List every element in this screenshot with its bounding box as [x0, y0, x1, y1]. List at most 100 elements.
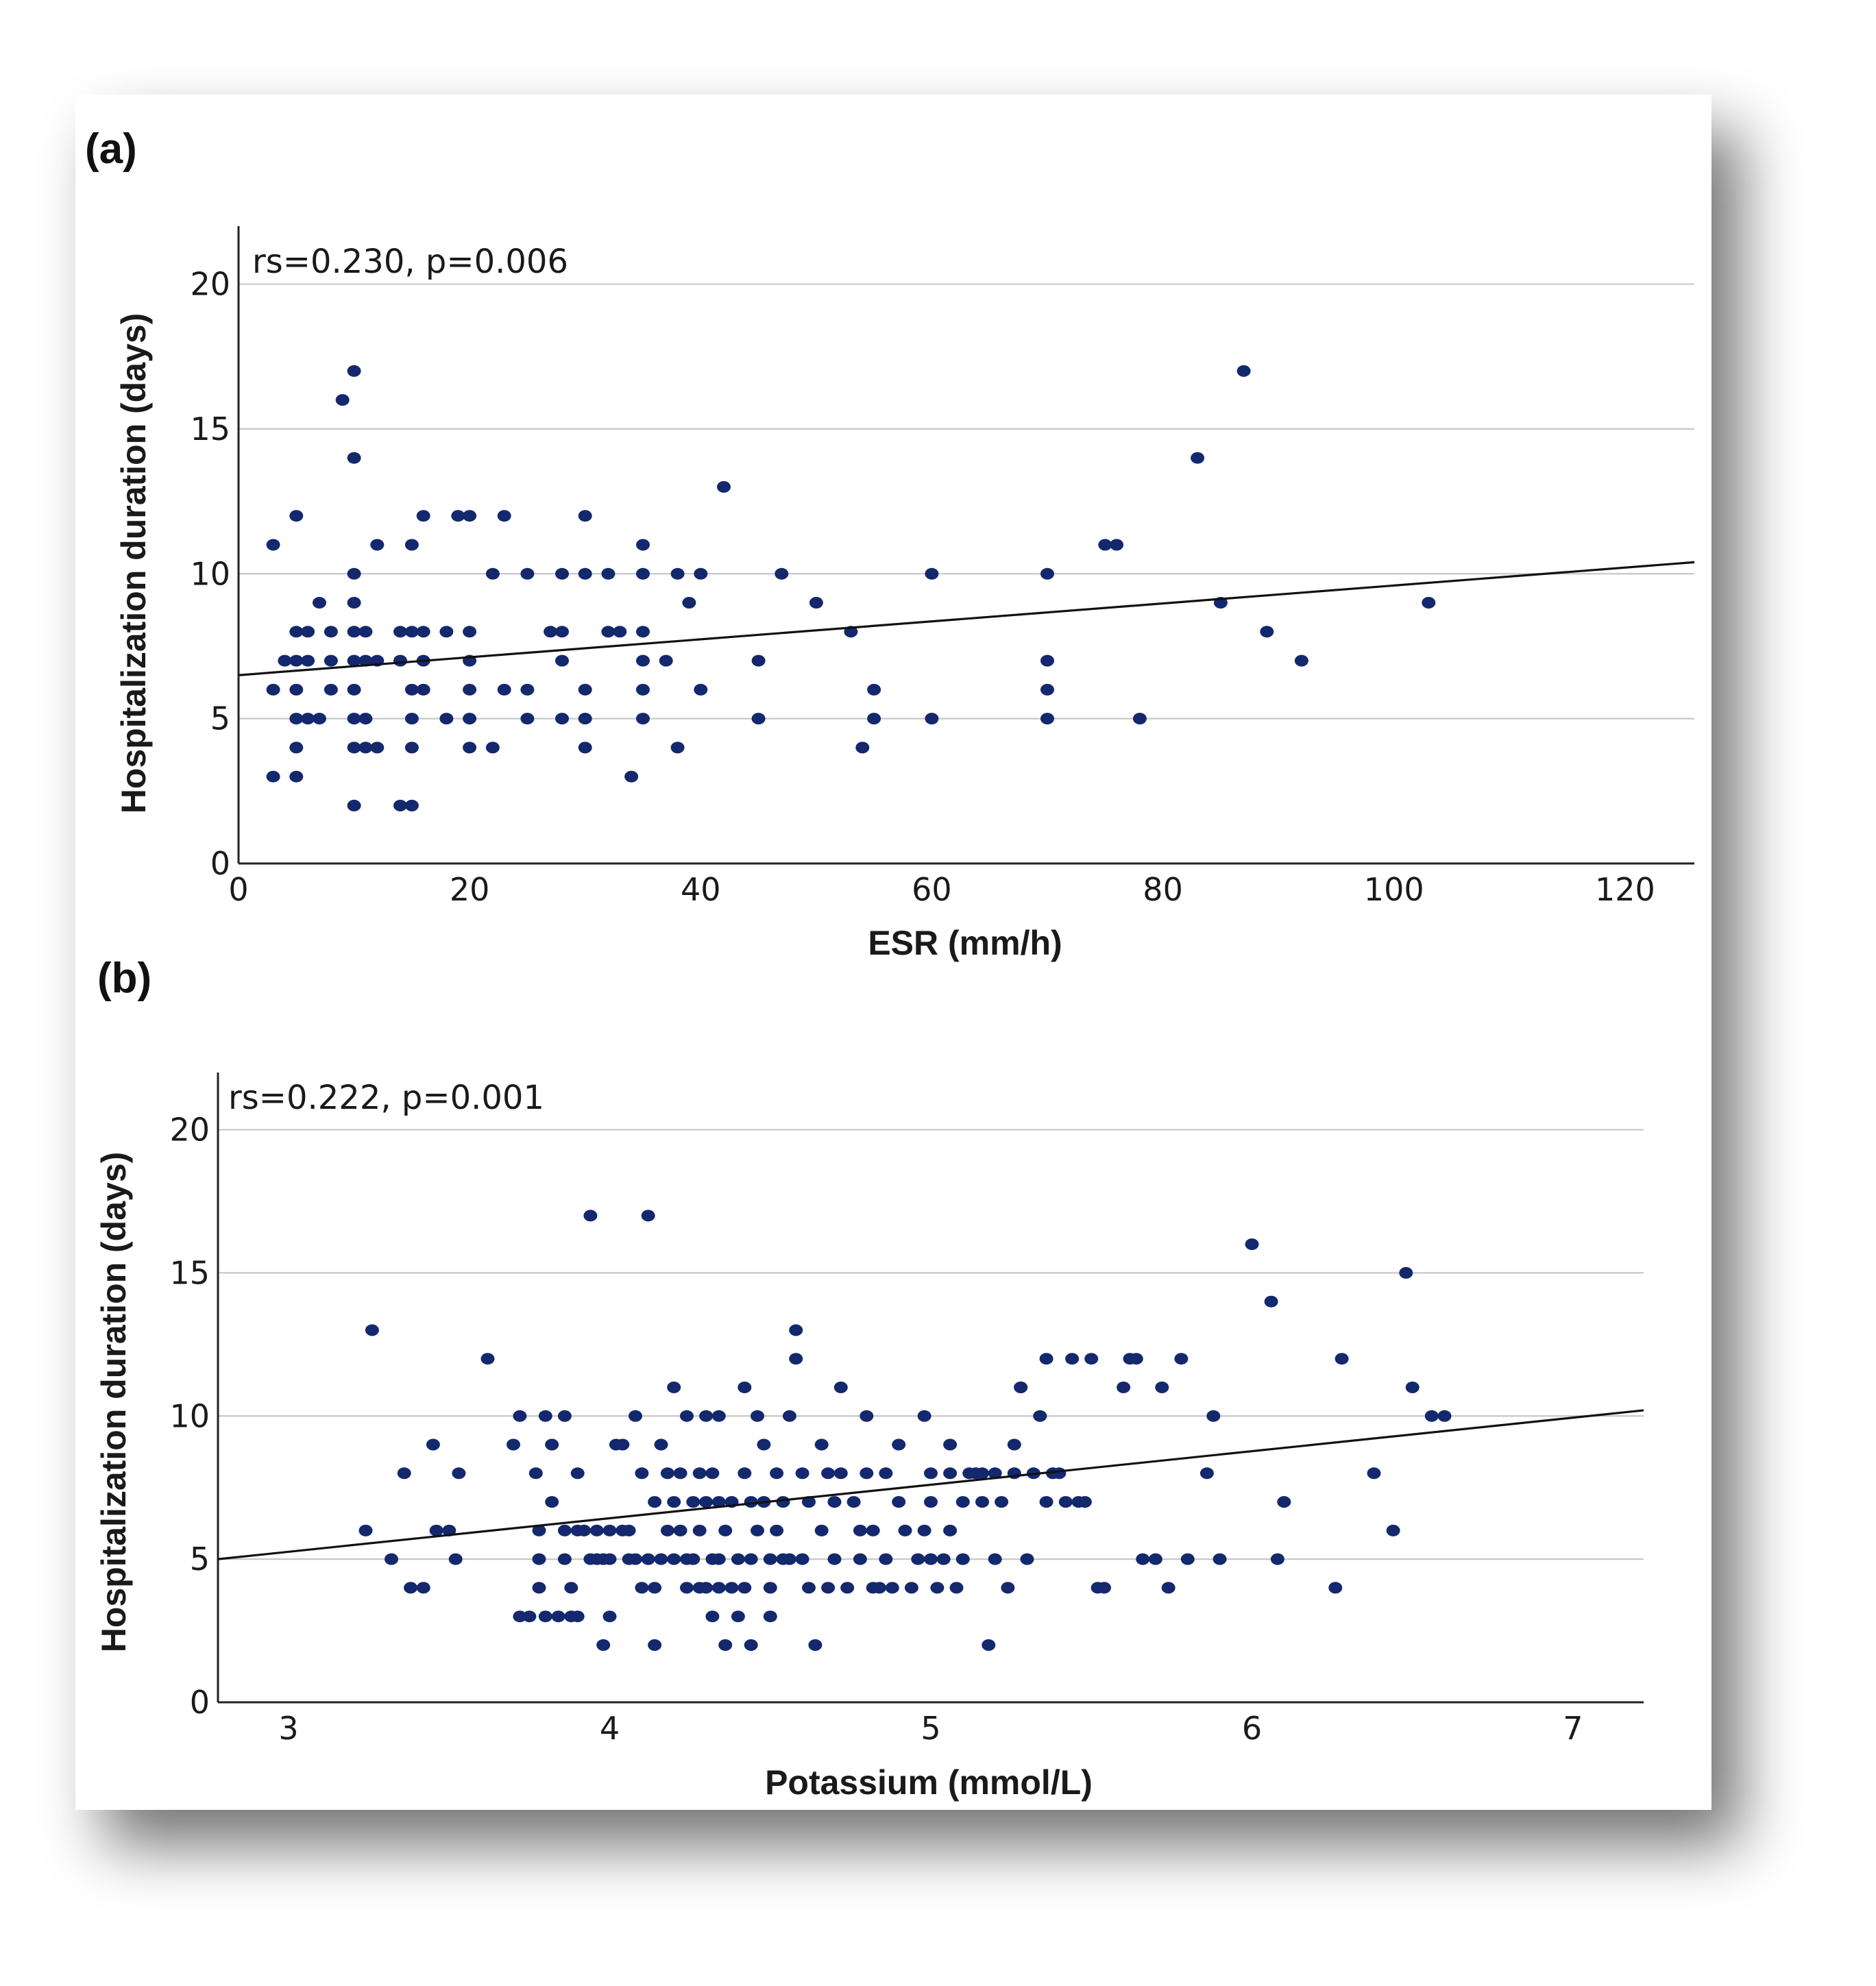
panel-b-data-point: [1097, 1582, 1111, 1594]
panel-a-data-point: [555, 626, 569, 638]
panel-a-data-point: [439, 713, 454, 725]
panel-a-annotation: rs=0.230, p=0.006: [252, 243, 568, 281]
panel-a-data-point: [636, 567, 650, 580]
panel-b-data-point: [404, 1582, 418, 1594]
panel-b-data-point: [744, 1639, 758, 1651]
panel-b-data-point: [1001, 1582, 1015, 1594]
panel-a-data-point: [289, 741, 304, 754]
panel-b-data-point: [808, 1639, 823, 1651]
panel-a-data-point: [867, 713, 881, 725]
panel-b-data-point: [1129, 1353, 1143, 1365]
panel-a: (a) 0 5 10 15 20 0 20 40 60 80 100 120 rs=0.230, p…: [85, 125, 1695, 962]
panel-a-data-point: [347, 626, 361, 638]
panel-b-data-point: [1077, 1496, 1092, 1508]
panel-a-fit-line: [238, 561, 1695, 676]
panel-b-data-point: [513, 1410, 527, 1422]
panel-a-data-point: [358, 654, 373, 667]
panel-a-data-point: [555, 713, 569, 725]
panel-a-data-point: [775, 567, 789, 580]
panel-b-data-point: [827, 1496, 842, 1508]
panel-a-data-point: [1098, 539, 1112, 551]
panel-b-data-point: [943, 1524, 958, 1536]
panel-a-data-point: [636, 654, 650, 667]
panel-a-data-point: [347, 567, 361, 580]
panel-b-data-point: [763, 1553, 777, 1565]
panel-b-data-point: [821, 1467, 836, 1480]
panel-a-x-tick-label: 60: [912, 871, 952, 908]
panel-b-data-point: [892, 1496, 906, 1508]
panel-b-data-point: [1180, 1553, 1195, 1565]
panel-b-data-point: [738, 1467, 752, 1480]
panel-b-data-point: [904, 1582, 918, 1594]
panel-a-data-point: [347, 683, 361, 696]
panel-b-y-tick-label: 20: [169, 1112, 210, 1149]
panel-a-data-point: [555, 654, 569, 667]
panel-b-data-point: [522, 1610, 537, 1623]
panel-a-data-point: [404, 800, 419, 811]
panel-a-y-tick-label: 10: [190, 555, 230, 592]
panel-b-y-axis-title: Hospitalization duration (days): [95, 1152, 133, 1653]
panel-b-data-point: [442, 1524, 456, 1536]
panel-a-data-point: [636, 539, 650, 551]
panel-b-x-tick-label: 5: [921, 1710, 940, 1747]
panel-b-data-point: [557, 1410, 572, 1422]
panel-b-data-point: [789, 1324, 803, 1336]
panel-a-data-point: [578, 741, 592, 754]
panel-b-data-point: [654, 1438, 668, 1451]
panel-b-data-point: [866, 1524, 880, 1536]
panel-a-data-point: [324, 683, 338, 696]
panel-b-data-point: [821, 1582, 836, 1594]
panel-a-data-point: [404, 713, 419, 725]
panel-a-data-point: [451, 510, 465, 522]
panel-a-data-point: [1040, 567, 1054, 580]
panel-a-data-point: [1422, 597, 1436, 609]
panel-a-data-point: [463, 683, 477, 696]
panel-a-data-point: [659, 654, 673, 667]
panel-b-data-point: [711, 1410, 726, 1422]
panel-b-data-point: [654, 1553, 668, 1565]
panel-b-data-point: [751, 1410, 764, 1422]
panel-b-data-point: [917, 1524, 931, 1536]
panel-a-data-point: [358, 713, 373, 725]
panel-a-data-point: [393, 654, 407, 667]
panel-b-data-point: [557, 1553, 572, 1565]
panel-b-data-point: [538, 1410, 552, 1422]
panel-b-data-point: [1437, 1410, 1452, 1422]
panel-a-grid: [239, 283, 1694, 720]
panel-a-data-point: [463, 741, 477, 754]
panel-b-data-point: [1270, 1553, 1284, 1565]
panel-b-data-point: [988, 1553, 1002, 1565]
panel-b-data-point: [955, 1553, 970, 1565]
panel-b-data-point: [507, 1438, 520, 1451]
panel-b-data-point: [622, 1524, 636, 1536]
panel-a-data-point: [393, 626, 407, 638]
panel-a-data-point: [855, 741, 870, 754]
panel-a-data-point: [301, 654, 315, 667]
panel-b-x-tick-label: 7: [1563, 1710, 1583, 1747]
panel-b-data-point: [814, 1438, 829, 1451]
panel-b-data-point: [763, 1610, 777, 1623]
panel-b-data-point: [924, 1553, 938, 1565]
panel-a-data-point: [358, 741, 373, 754]
panel-b-data-point: [751, 1524, 764, 1536]
panel-a-data-point: [1237, 365, 1251, 377]
panel-a-data-point: [809, 597, 823, 609]
panel-b-data-point: [1161, 1582, 1175, 1594]
panel-b-data-point: [763, 1582, 777, 1594]
panel-b-data-point: [545, 1496, 559, 1508]
panel-b-data-point: [1399, 1266, 1413, 1279]
panel-a-data-point: [347, 713, 361, 725]
panel-a-data-point: [497, 510, 511, 522]
panel-b-data-point: [577, 1524, 592, 1536]
panel-b-data-point: [975, 1496, 989, 1508]
panel-a-data-point: [497, 683, 511, 696]
panel-b-data-point: [995, 1496, 1009, 1508]
panel-a-data-point: [347, 452, 361, 464]
panel-b-y-tick-label: 5: [190, 1541, 210, 1578]
panel-b-data-point: [879, 1467, 893, 1480]
panel-b-data-point: [975, 1467, 989, 1480]
panel-b-data-point: [873, 1582, 886, 1594]
panel-b-data-point: [1424, 1410, 1439, 1422]
panel-b-data-point: [911, 1553, 925, 1565]
